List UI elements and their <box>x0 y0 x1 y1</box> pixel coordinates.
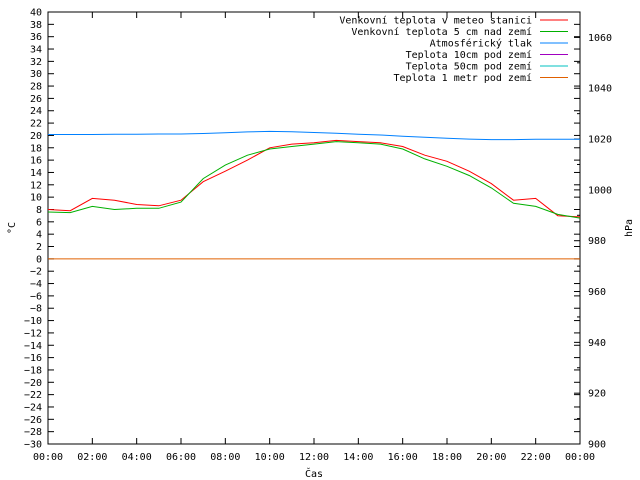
legend-label: Teplota 10cm pod zemí <box>406 49 532 61</box>
y-left-tick-label: −26 <box>24 415 42 426</box>
y-right-tick-label: 980 <box>588 236 606 247</box>
y-axis-left-title: °C <box>7 222 18 234</box>
y-left-tick-label: −20 <box>24 378 42 389</box>
y-left-tick-label: 12 <box>30 180 42 191</box>
y-left-tick-label: 2 <box>36 242 42 253</box>
x-tick-label: 02:00 <box>77 452 107 463</box>
y-left-tick-label: −22 <box>24 390 42 401</box>
y-left-tick-label: 36 <box>30 32 42 43</box>
y-left-tick-label: 28 <box>30 82 42 93</box>
y-axis-right-title: hPa <box>624 219 635 237</box>
x-tick-label: 04:00 <box>122 452 152 463</box>
y-left-tick-label: −30 <box>24 440 42 451</box>
y-left-tick-label: −10 <box>24 316 42 327</box>
ticks-layer: 4038363432302826242220181614121086420−2−… <box>24 8 612 464</box>
y-left-tick-label: −6 <box>30 291 42 302</box>
legend-label: Teplota 50cm pod zemí <box>406 61 532 73</box>
series-layer <box>47 130 581 260</box>
y-right-tick-label: 1040 <box>588 84 612 95</box>
y-left-tick-label: −18 <box>24 365 42 376</box>
y-left-tick-label: 10 <box>30 193 42 204</box>
y-left-tick-label: 14 <box>30 168 42 179</box>
y-right-tick-label: 1060 <box>588 33 612 44</box>
x-tick-label: 00:00 <box>33 452 63 463</box>
y-left-tick-label: −24 <box>24 402 42 413</box>
y-left-tick-label: −28 <box>24 427 42 438</box>
series-line-1 <box>47 141 581 219</box>
legend-label: Venkovní teplota 5 cm nad zemí <box>351 26 532 38</box>
y-left-tick-label: 6 <box>36 217 42 228</box>
y-left-tick-label: −14 <box>24 341 42 352</box>
y-right-tick-label: 940 <box>588 338 606 349</box>
x-tick-label: 18:00 <box>432 452 462 463</box>
y-left-tick-label: −8 <box>30 304 42 315</box>
x-tick-label: 20:00 <box>476 452 506 463</box>
x-tick-label: 22:00 <box>521 452 551 463</box>
y-left-tick-label: 38 <box>30 20 42 31</box>
legend: Venkovní teplota v meteo staniciVenkovní… <box>339 15 568 84</box>
series-line-0 <box>47 139 581 218</box>
y-right-tick-label: 1000 <box>588 185 612 196</box>
y-left-tick-label: 8 <box>36 205 42 216</box>
y-left-tick-label: 30 <box>30 69 42 80</box>
y-left-tick-label: 20 <box>30 131 42 142</box>
y-right-tick-label: 1020 <box>588 135 612 146</box>
y-left-tick-label: −4 <box>30 279 42 290</box>
legend-label: Atmosférický tlak <box>430 38 532 50</box>
x-tick-label: 08:00 <box>210 452 240 463</box>
y-left-tick-label: 18 <box>30 143 42 154</box>
y-left-tick-label: −2 <box>30 267 42 278</box>
x-tick-label: 12:00 <box>299 452 329 463</box>
x-tick-label: 06:00 <box>166 452 196 463</box>
x-tick-label: 14:00 <box>343 452 373 463</box>
y-right-tick-label: 900 <box>588 440 606 451</box>
y-left-tick-label: 24 <box>30 106 42 117</box>
y-right-tick-label: 960 <box>588 287 606 298</box>
y-left-tick-label: 16 <box>30 156 42 167</box>
legend-label: Teplota 1 metr pod zemí <box>394 72 532 84</box>
series-line-2 <box>48 130 580 141</box>
y-left-tick-label: 32 <box>30 57 42 68</box>
x-tick-label: 10:00 <box>255 452 285 463</box>
y-right-tick-label: 920 <box>588 389 606 400</box>
y-left-tick-label: 22 <box>30 119 42 130</box>
y-left-tick-label: 34 <box>30 45 42 56</box>
y-left-tick-label: 0 <box>36 254 42 265</box>
y-left-tick-label: 40 <box>30 8 42 19</box>
x-tick-label: 00:00 <box>565 452 595 463</box>
y-left-tick-label: −12 <box>24 328 42 339</box>
x-tick-label: 16:00 <box>388 452 418 463</box>
y-left-tick-label: 4 <box>36 230 42 241</box>
y-left-tick-label: 26 <box>30 94 42 105</box>
x-axis-title: Čas <box>305 467 323 480</box>
y-left-tick-label: −16 <box>24 353 42 364</box>
legend-label: Venkovní teplota v meteo stanici <box>339 15 532 27</box>
